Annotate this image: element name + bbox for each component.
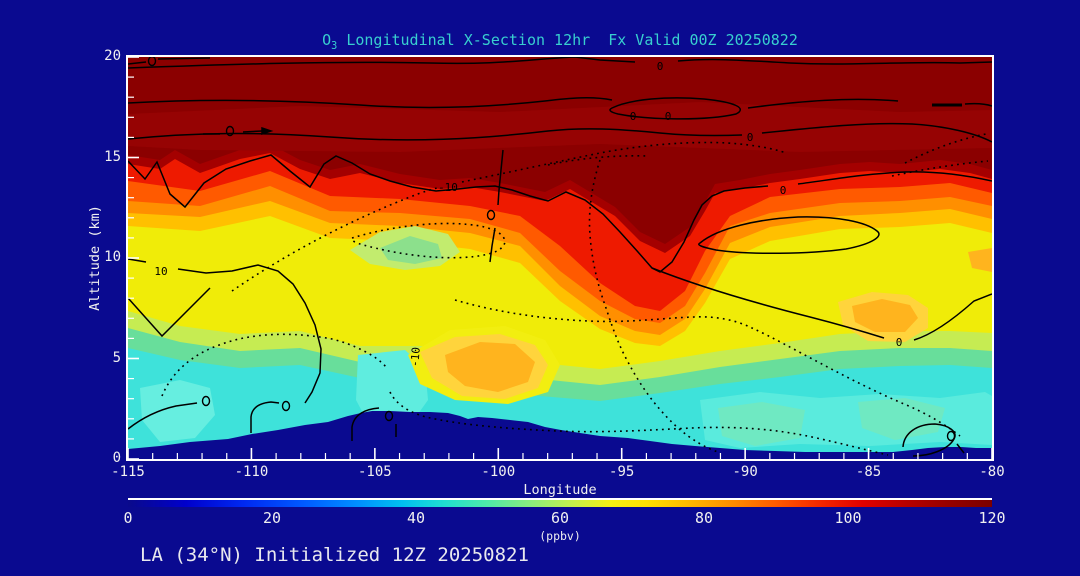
contour-zero-ring [486, 209, 496, 221]
chart-title-prefix: O [322, 31, 332, 49]
contour-label: 0 [630, 110, 637, 123]
terrain-silhouette [128, 411, 992, 459]
x-tick-label: -110 [234, 464, 269, 480]
plot-frame [126, 55, 994, 461]
colorbar-tick-label: 20 [262, 509, 282, 527]
y-tick-label: 20 [104, 48, 121, 64]
colorbar-unit: (ppbv) [539, 529, 581, 543]
contour-labels: 0 0 0 0 -10 0 10 -10 0 [154, 60, 902, 368]
contour-zero-ring [281, 400, 291, 412]
x-tick-label: -80 [979, 464, 1005, 480]
contour-label: 0 [665, 110, 672, 123]
contour-plot: 0 0 0 0 -10 0 10 -10 0 [128, 57, 992, 459]
contour-zero-ring [946, 430, 956, 442]
colorbar-tick-label: 0 [123, 509, 133, 527]
x-tick-label: -100 [481, 464, 516, 480]
contour-zero-ring [147, 57, 157, 67]
contour-zero-ring [201, 395, 211, 407]
contour-label: 0 [657, 60, 664, 73]
contour-zero-ring [225, 125, 235, 137]
contour-lines-solid [128, 57, 992, 457]
colorbar [128, 498, 992, 507]
contour-label: 10 [154, 265, 167, 278]
contour-label: 0 [896, 336, 903, 349]
y-tick-label: 5 [112, 349, 121, 366]
contour-ring-markers [147, 57, 956, 442]
contour-label: -10 [438, 181, 458, 194]
chart-title: O3 Longitudinal X-Section 12hr Fx Valid … [128, 31, 992, 52]
contour-zero-ring [384, 410, 394, 422]
x-tick-label: -95 [609, 464, 635, 480]
colorbar-tick-label: 60 [550, 509, 570, 527]
x-axis-title: Longitude [523, 482, 597, 498]
contour-lines-dotted [161, 133, 989, 456]
contour-fill-layers [128, 57, 992, 459]
axis-ticks [128, 57, 992, 459]
contour-label: 0 [747, 131, 754, 144]
colorbar-tick-label: 80 [694, 509, 714, 527]
y-tick-label: 15 [104, 148, 121, 165]
x-tick-label: -105 [357, 464, 392, 480]
x-tick-label: -115 [111, 464, 145, 480]
x-tick-label: -90 [732, 464, 758, 480]
run-info: LA (34°N) Initialized 12Z 20250821 [140, 544, 529, 566]
colorbar-tick-label: 100 [834, 509, 862, 527]
chart-title-rest: Longitudinal X-Section 12hr Fx Valid 00Z… [337, 31, 798, 49]
chart-title-subscript: 3 [331, 41, 338, 52]
contour-label: -10 [408, 347, 423, 368]
colorbar-tick-label: 120 [978, 509, 1006, 527]
contour-label: 0 [780, 184, 787, 197]
colorbar-tick-label: 40 [406, 509, 426, 527]
x-tick-label: -85 [855, 464, 882, 480]
contour-fill-patches [140, 226, 992, 448]
y-tick-label: 0 [112, 450, 121, 466]
y-tick-label: 10 [104, 249, 121, 265]
